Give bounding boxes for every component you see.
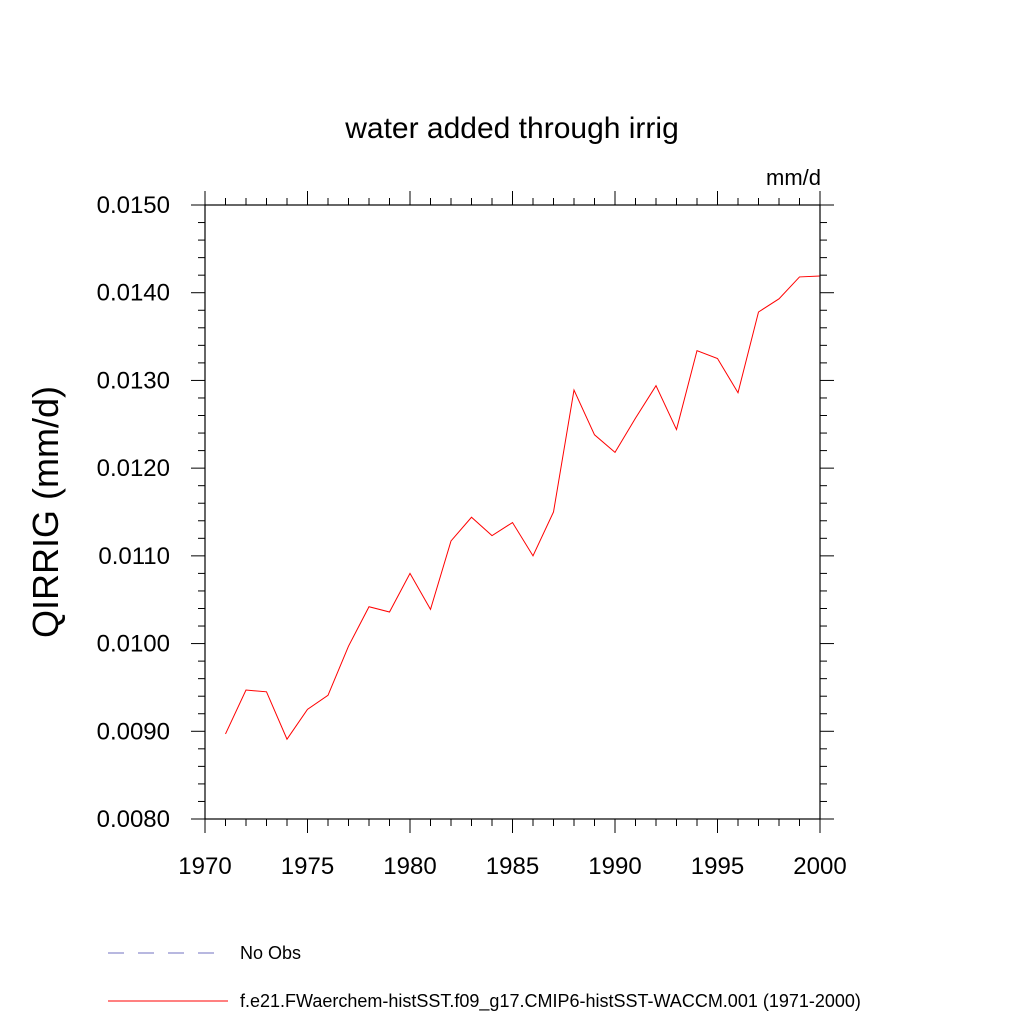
y-tick-labels: 0.0080 0.0090 0.0100 0.0110 0.0120 0.0130 0.01… (97, 192, 170, 833)
y-tick-label: 0.0120 (97, 455, 170, 482)
y-tick-label: 0.0110 (98, 543, 170, 570)
y-tick-label: 0.0130 (97, 367, 170, 394)
plot-frame (204, 204, 821, 820)
chart-title: water added through irrig (344, 112, 679, 145)
x-tick-label: 1975 (281, 853, 334, 880)
x-tick-label: 2000 (793, 853, 846, 880)
x-tick-label: 1970 (178, 853, 231, 880)
x-tick-label: 1990 (588, 853, 641, 880)
x-tick-label: 1995 (691, 853, 744, 880)
axis-ticks (191, 191, 834, 833)
y-tick-label: 0.0140 (97, 280, 170, 307)
series-layer (225, 275, 821, 741)
legend-label-model: f.e21.FWaerchem-histSST.f09_g17.CMIP6-hi… (240, 991, 861, 1012)
y-tick-label: 0.0100 (97, 631, 170, 658)
x-tick-labels: 1970 1975 1980 1985 1990 1995 2000 (178, 853, 846, 880)
legend-label-no-obs: No Obs (240, 943, 301, 963)
legend: No Obs f.e21.FWaerchem-histSST.f09_g17.C… (108, 943, 861, 1012)
units-label: mm/d (766, 165, 821, 190)
y-tick-label: 0.0090 (97, 718, 170, 745)
y-axis-label: QIRRIG (mm/d) (25, 386, 66, 638)
y-tick-label: 0.0150 (97, 192, 170, 219)
x-tick-label: 1980 (383, 853, 436, 880)
x-tick-label: 1985 (486, 853, 539, 880)
series-line-0 (225, 275, 821, 741)
y-tick-label: 0.0080 (97, 806, 170, 833)
